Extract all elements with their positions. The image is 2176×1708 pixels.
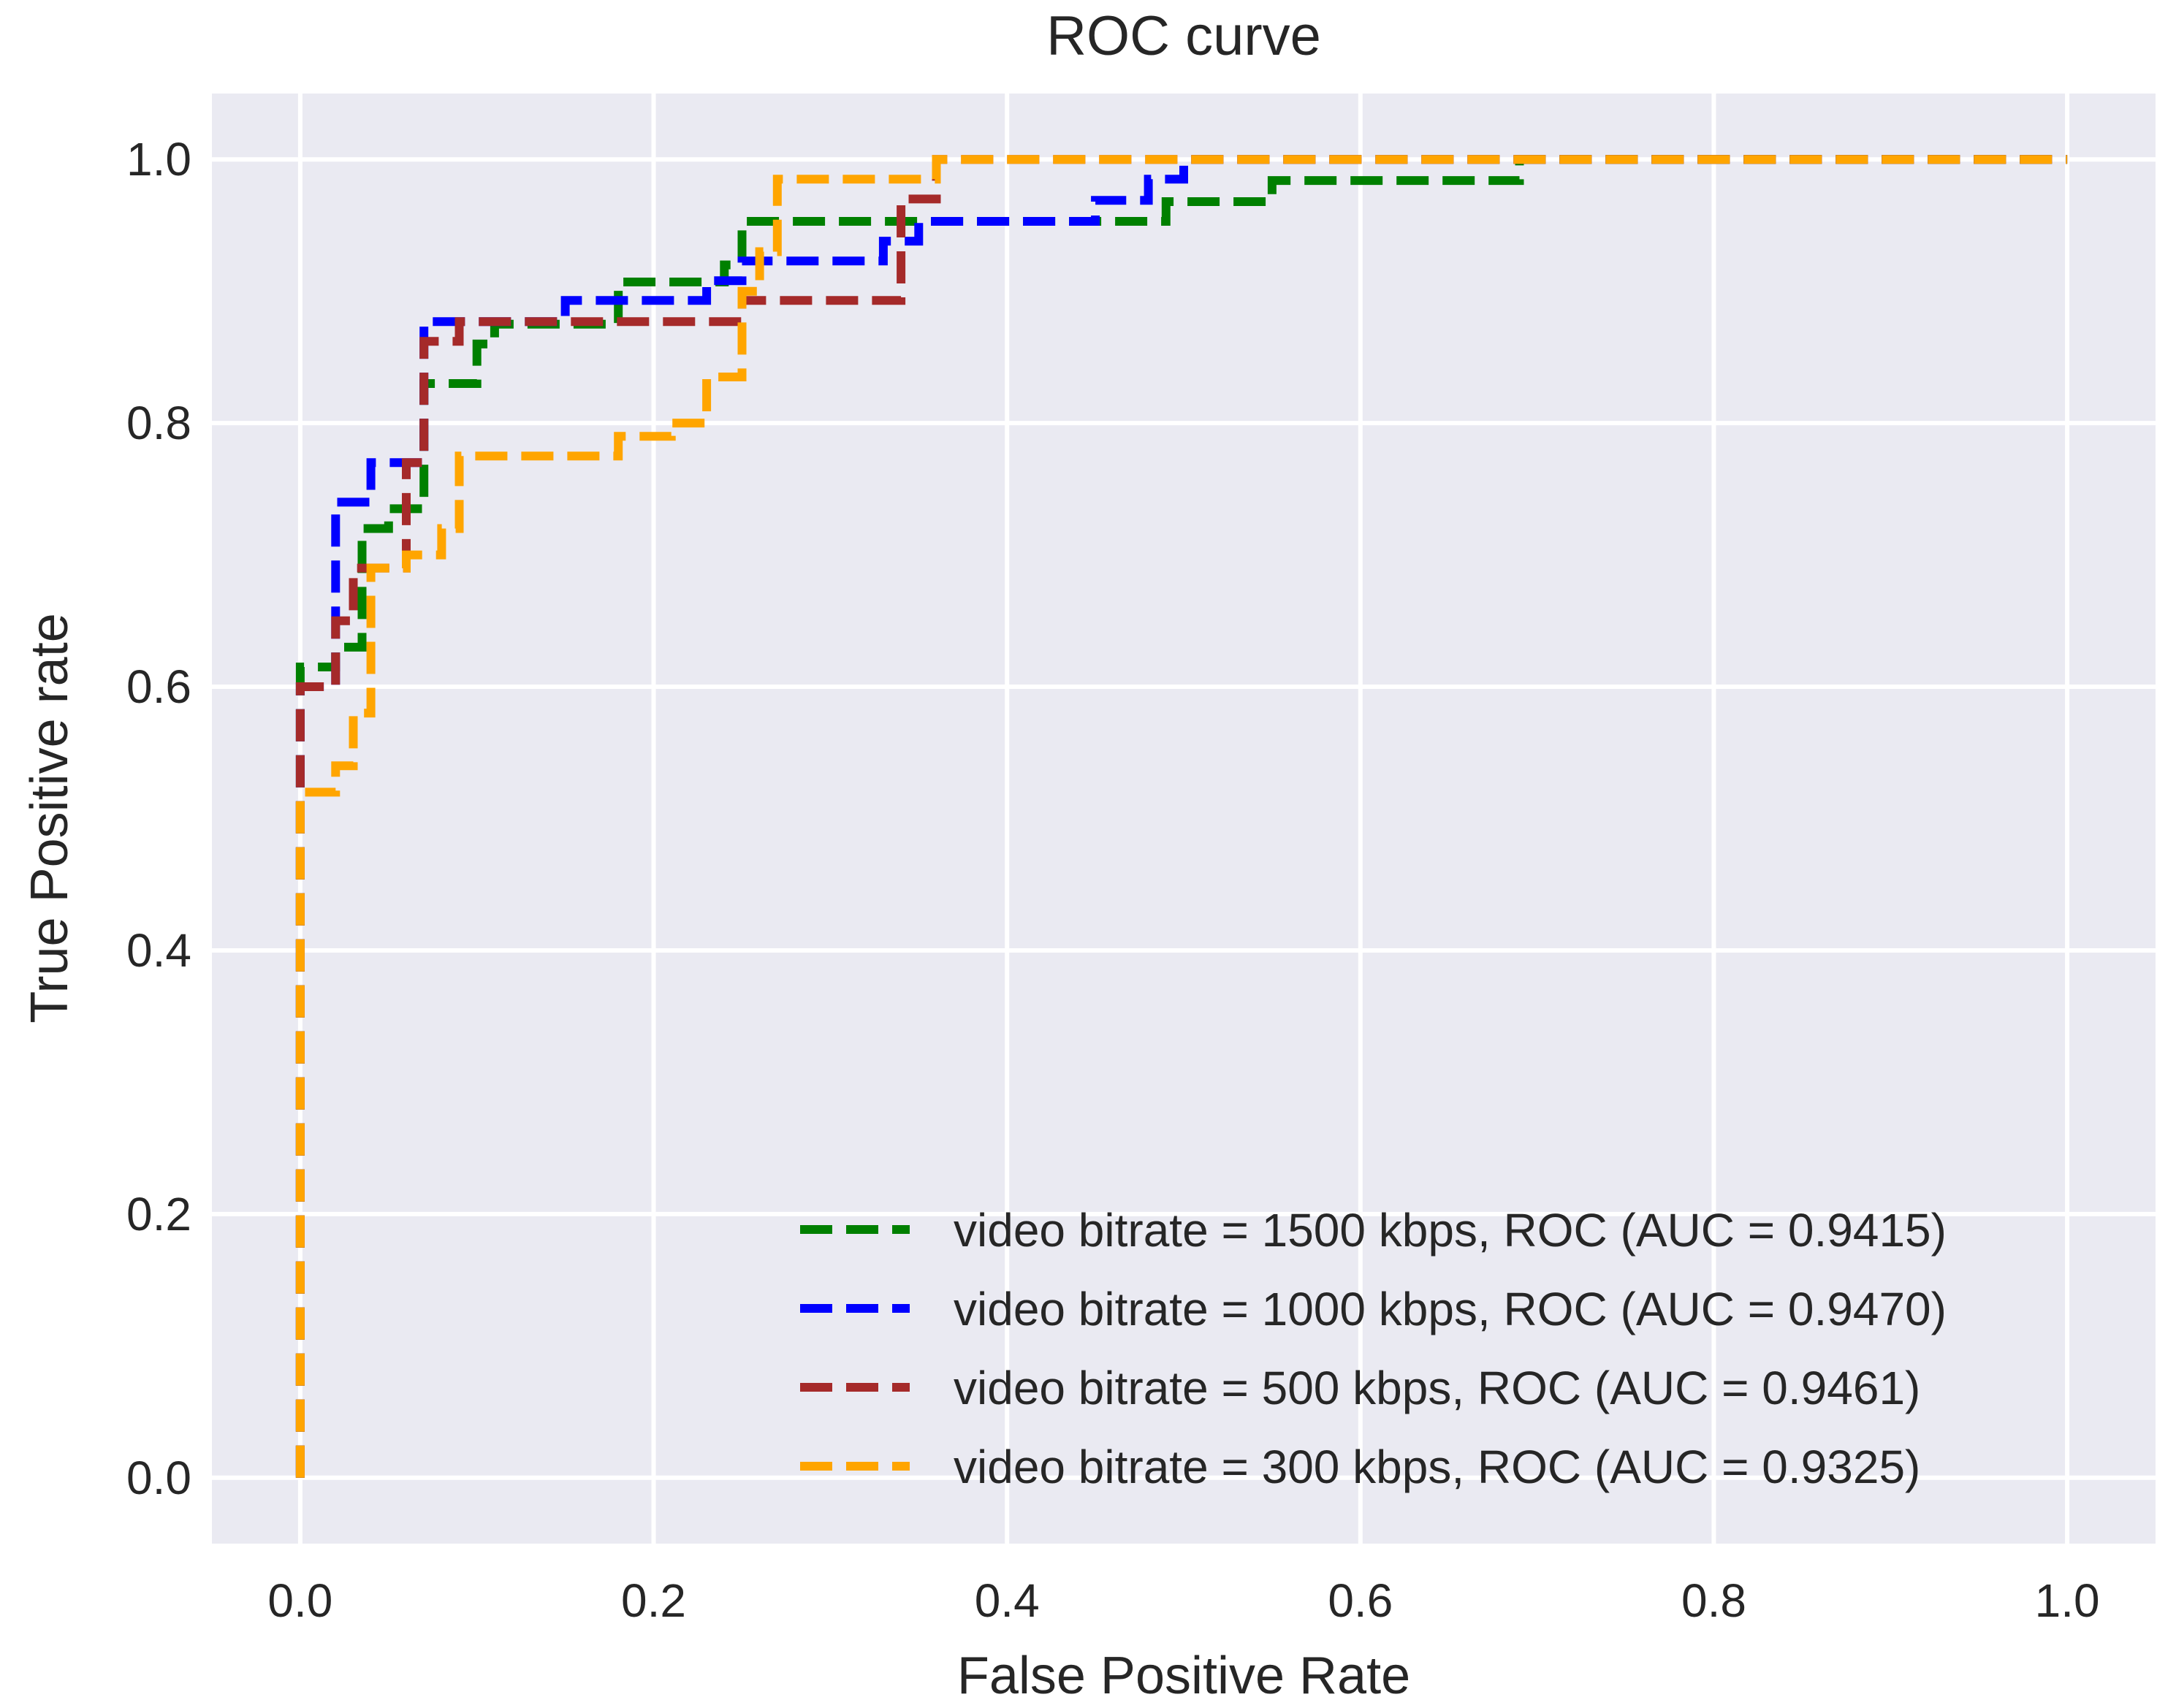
x-axis-label: False Positive Rate xyxy=(957,1647,1410,1705)
x-tick-labels: 0.0 0.2 0.4 0.6 0.8 1.0 xyxy=(267,1574,2099,1627)
x-tick-label: 0.4 xyxy=(975,1574,1040,1627)
y-tick-label: 1.0 xyxy=(126,133,191,186)
series-line-3 xyxy=(295,155,2068,1478)
series-layer xyxy=(295,155,2068,1478)
x-tick-label: 0.2 xyxy=(621,1574,686,1627)
legend-label: video bitrate = 500 kbps, ROC (AUC = 0.9… xyxy=(954,1362,1920,1414)
y-tick-label: 0.8 xyxy=(126,397,191,449)
y-axis-label: True Positive rate xyxy=(20,613,79,1023)
x-tick-label: 1.0 xyxy=(2035,1574,2100,1627)
chart-title: ROC curve xyxy=(1046,5,1321,67)
plot-area-background xyxy=(212,94,2156,1544)
grid-lines xyxy=(212,94,2156,1544)
x-tick-label: 0.0 xyxy=(267,1574,332,1627)
y-tick-label: 0.6 xyxy=(126,660,191,713)
y-tick-label: 0.0 xyxy=(126,1452,191,1504)
x-tick-label: 0.8 xyxy=(1681,1574,1746,1627)
legend-label: video bitrate = 1500 kbps, ROC (AUC = 0.… xyxy=(954,1204,1947,1257)
legend-label: video bitrate = 300 kbps, ROC (AUC = 0.9… xyxy=(954,1441,1920,1493)
y-tick-labels: 0.0 0.2 0.4 0.6 0.8 1.0 xyxy=(126,133,191,1504)
y-tick-label: 0.2 xyxy=(126,1188,191,1240)
series-line-4 xyxy=(295,155,2068,1478)
legend: video bitrate = 1500 kbps, ROC (AUC = 0.… xyxy=(800,1204,1947,1493)
y-tick-label: 0.4 xyxy=(126,924,191,977)
x-tick-label: 0.6 xyxy=(1328,1574,1393,1627)
series-line-2 xyxy=(295,155,2068,1478)
legend-label: video bitrate = 1000 kbps, ROC (AUC = 0.… xyxy=(954,1283,1947,1335)
